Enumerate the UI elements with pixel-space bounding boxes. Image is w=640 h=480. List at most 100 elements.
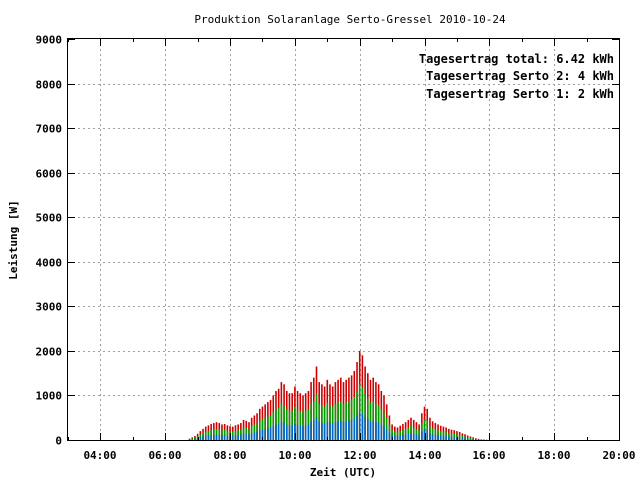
bar-serto2 [367,398,369,440]
x-tick-labels: 04:00 06:00 08:00 10:00 12:00 14:00 16:00 18:00… [83,449,635,462]
bar-serto1 [269,427,272,440]
bar-serto1 [331,423,334,440]
bar-serto1 [340,420,342,440]
bar-serto1 [248,434,250,440]
y-tick-label: 3000 [36,301,63,314]
bar-serto1 [275,424,277,440]
bar-serto2 [456,434,458,440]
bar-serto2 [323,406,326,440]
bar-serto1 [415,434,418,440]
bar-serto1 [312,420,315,440]
bar-serto2 [231,431,234,440]
bar-serto1 [372,420,375,440]
bar-serto1 [299,425,302,440]
bar-serto1 [375,421,377,440]
bar-serto2 [469,437,472,440]
bar-serto1 [453,436,456,440]
y-tick-label: 5000 [36,212,63,225]
bar-serto1 [321,422,323,440]
bar-serto1 [399,435,402,440]
bar-serto1 [237,435,239,440]
bar-serto1 [218,434,221,440]
bar-serto2 [213,429,215,440]
bar-serto2 [329,405,331,440]
y-tick-label: 6000 [36,168,63,181]
bar-serto1 [353,418,356,440]
bar-serto2 [269,415,272,440]
bar-serto1 [277,424,280,440]
bar-serto2 [385,417,388,440]
bar-serto1 [361,413,364,440]
bar-serto2 [256,423,258,440]
bar-serto1 [267,428,269,440]
bar-serto1 [283,422,285,440]
bar-serto1 [369,421,372,440]
bar-serto1 [329,422,331,440]
bar-serto1 [407,433,410,440]
chart-title: Produktion Solaranlage Serto-Gressel 201… [194,13,506,26]
bar-serto1 [461,437,464,440]
y-tick-label: 9000 [36,34,63,47]
bar-serto1 [323,423,326,440]
bar-serto1 [448,436,450,440]
bar-serto1 [280,421,283,440]
bar-serto2 [240,429,242,440]
bar-serto1 [388,432,391,440]
x-tick-label: 14:00 [408,449,441,462]
bar-serto1 [418,435,420,440]
y-tick-label: 4000 [36,257,63,270]
x-tick-label: 04:00 [83,449,116,462]
bar-serto2 [475,438,477,440]
bar-serto1 [315,417,318,440]
bar-serto1 [210,435,212,440]
bar-serto1 [385,428,388,440]
bar-serto1 [348,420,350,440]
bar-serto1 [364,417,366,440]
bar-serto1 [234,435,237,440]
bar-serto1 [291,425,293,440]
bar-serto1 [256,431,258,440]
bar-serto1 [240,434,242,440]
bar-serto1 [310,421,312,440]
bar-serto1 [253,432,256,440]
bar-serto1 [207,435,210,440]
bar-serto1 [196,438,199,440]
bar-serto2 [434,429,437,440]
bar-serto1 [469,438,472,440]
bar-serto1 [367,419,369,440]
y-tick-label: 2000 [36,346,63,359]
bar-serto1 [458,437,461,440]
bar-serto1 [272,426,275,440]
bar-serto1 [288,425,291,440]
bar-serto2 [321,405,323,440]
bar-serto2 [188,439,191,440]
x-tick-label: 20:00 [602,449,635,462]
legend-entry-serto2: Tagesertrag Serto 2: 4 kWh [426,69,614,83]
bar-serto1 [394,435,396,440]
x-axis-label: Zeit (UTC) [310,466,376,479]
bar-serto1 [302,426,304,440]
bar-serto1 [356,415,358,440]
bar-serto1 [437,435,439,440]
bar-serto1 [215,434,218,440]
bar-serto1 [410,433,412,440]
bar-serto1 [350,419,353,440]
y-tick-label: 7000 [36,123,63,136]
bar-serto2 [218,429,221,440]
bar-serto2 [199,434,202,440]
bar-serto1 [334,421,337,440]
y-tick-label: 8000 [36,79,63,92]
legend-entry-serto1: Tagesertrag Serto 1: 2 kWh [426,87,614,101]
bar-serto1 [445,436,447,440]
y-tick-label: 0 [55,435,62,448]
bar-serto2 [294,406,296,440]
bar-serto1 [242,433,245,440]
y-axis-label: Leistung [W] [7,200,20,279]
bar-serto1 [345,421,347,440]
bar-serto2 [442,431,445,440]
bar-serto1 [261,429,264,440]
bar-serto1 [358,412,361,440]
bar-serto1 [434,434,437,440]
bar-serto1 [429,433,431,440]
